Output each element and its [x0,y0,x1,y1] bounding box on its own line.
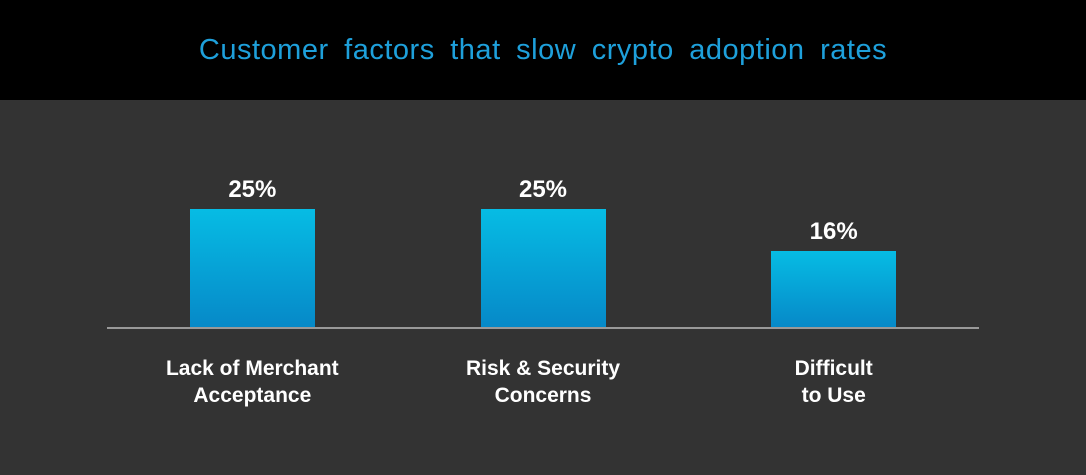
bar-value-label: 25% [518,176,568,203]
category-axis: Lack of Merchant Acceptance Risk & Securi… [107,355,979,409]
bar [771,251,897,327]
bar [189,209,315,327]
chart-title: Customer factors that slow crypto adopti… [198,33,888,66]
bar-column: 25% [107,100,398,327]
category-label: Risk & Security Concerns [465,357,621,407]
bar-value-label: 16% [809,218,858,245]
bar-column: 25% [398,100,689,327]
bar-value-label: 25% [228,176,277,203]
title-band: Customer factors that slow crypto adopti… [0,0,1086,100]
category-label: Lack of Merchant Acceptance [165,357,339,407]
plot-area: 25% 25% 16% [107,100,979,327]
x-axis-line [107,327,979,329]
bar-column: 16% [688,100,979,327]
bar [480,209,606,327]
category-label: Difficult to Use [794,357,873,407]
